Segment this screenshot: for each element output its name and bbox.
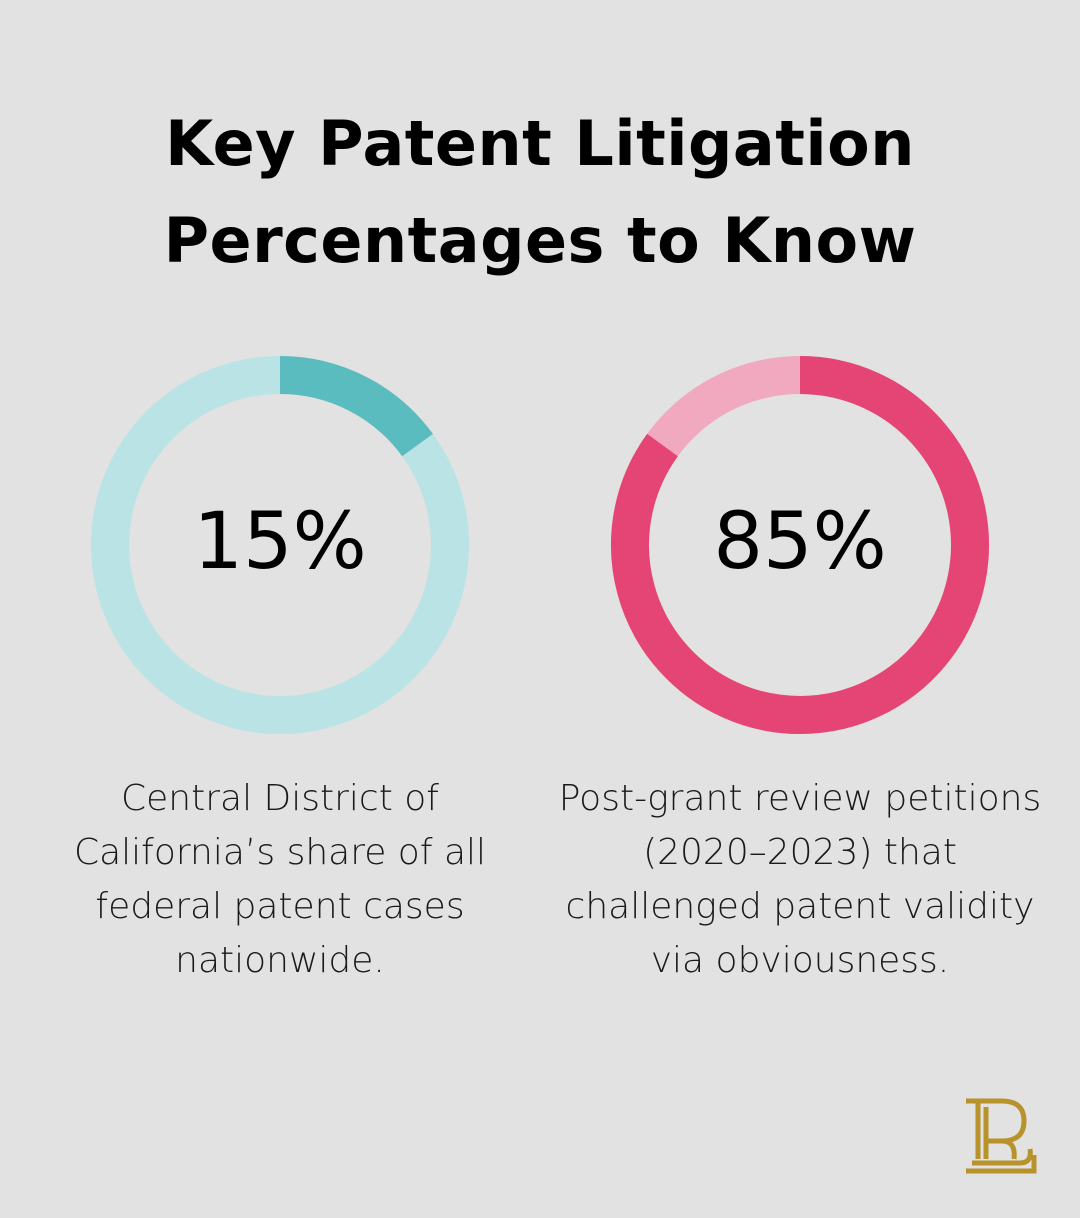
page-title: Key Patent Litigation Percentages to Kno… [0,95,1080,289]
donut-chart-85: 85% [610,355,990,735]
caption-line: Central District of [121,778,439,819]
donut-svg [91,356,469,734]
percentage-label: 15% [193,497,367,587]
caption-left: Central District of California’s share o… [30,772,530,988]
title-line-2: Percentages to Know [163,204,917,277]
donut-value-arc [611,356,989,734]
caption-line: challenged patent validity [565,886,1035,927]
caption-line: Post-grant review petitions [558,778,1042,819]
donut-value-arc [279,356,433,457]
caption-line: California’s share of all [73,832,487,873]
title-line-1: Key Patent Litigation [165,107,915,180]
logo-svg [966,1098,1037,1174]
caption-line: (2020–2023) that [643,832,957,873]
donut-chart-15: 15% [90,355,470,735]
caption-line: nationwide. [175,940,385,981]
caption-line: federal patent cases [95,886,465,927]
caption-line: via obviousness. [650,940,950,981]
pl-monogram-icon [962,1097,1038,1177]
percentage-label: 85% [713,497,887,587]
donut-svg [611,356,989,734]
caption-right: Post-grant review petitions (2020–2023) … [550,772,1050,988]
